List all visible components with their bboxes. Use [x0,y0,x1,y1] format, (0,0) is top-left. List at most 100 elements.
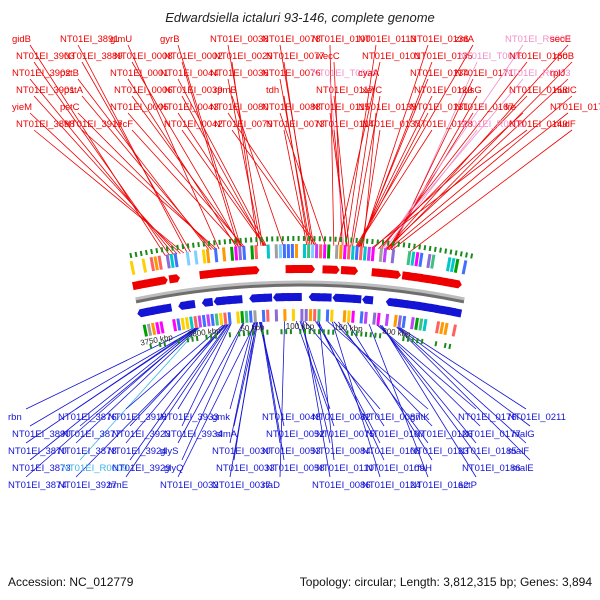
reverse-gene-arrow [362,295,374,304]
scale-tick-outer [461,251,462,256]
feature-block [351,311,355,323]
scale-tick-inner [445,343,446,348]
feature-block [206,249,211,263]
gene-label: NT01EI_0029 [214,51,273,62]
forward-gene-arrow [347,266,358,275]
forward-gene-arrow [329,265,340,273]
gene-label: NT01EI_0139 [358,102,417,113]
feature-block [313,309,316,321]
feature-block [240,311,244,323]
feature-block [339,245,343,259]
feature-block [407,251,412,265]
feature-block [279,244,282,258]
feature-block [210,314,214,326]
scale-tick-outer [141,251,142,256]
feature-block [238,246,242,260]
feature-block [319,244,322,258]
feature-block [292,309,295,321]
scale-tick-outer [393,241,394,246]
feature-block [347,310,351,322]
feature-block [335,245,339,259]
scale-tick-outer [419,244,420,249]
feature-block [236,311,240,323]
gene-label: wecC [315,51,340,62]
feature-block [194,250,199,264]
feature-block [367,247,371,261]
map-title: Edwardsiella ictaluri 93-146, complete g… [165,10,435,25]
feature-block [147,324,152,336]
feature-block [230,247,234,261]
scale-tick-outer [440,248,441,253]
gene-label: slmA [216,429,238,440]
feature-block [262,310,266,322]
gene-label: rplJ [550,68,566,79]
scale-tick-outer [198,242,199,247]
feature-block [193,316,198,328]
feature-block [418,253,423,267]
forward-gene-arrow [390,270,402,279]
gene-label: cyaA [358,68,380,79]
feature-block [418,318,423,330]
feature-block [414,252,419,266]
feature-block [283,309,286,321]
gene-label: NT01EI_0080 [210,102,269,113]
feature-block [185,317,190,329]
gene-label: glyQ [164,463,184,474]
scale-tick-outer [445,249,446,254]
feature-block [347,245,351,259]
feature-block [327,244,330,258]
label-connector [76,328,199,443]
feature-block [159,321,164,333]
gene-label: rfaD [262,480,280,491]
feature-block [363,246,367,260]
feature-block [303,244,306,258]
scale-tick-outer [404,242,405,247]
gene-label: gntK [410,412,430,423]
feature-block [198,315,203,327]
feature-block [202,315,206,327]
feature-block [249,311,253,323]
scale-tick-outer [162,247,163,252]
gene-label: actP [458,480,477,491]
feature-block [142,258,148,272]
gene-label: rpmB [214,85,237,96]
topology-label: Topology: circular; Length: 3,812,315 bp… [300,575,593,589]
gene-label: recF [114,119,133,130]
feature-block [283,244,286,258]
feature-block [364,312,368,324]
feature-block [355,246,359,260]
feature-block [360,311,364,323]
feature-block [376,313,380,325]
feature-block [222,247,226,261]
gene-label: nusG [459,85,482,96]
feature-block [275,309,278,321]
scale-tick-outer [130,253,131,258]
forward-gene-arrow [248,266,259,275]
scale-tick-label: 200 kbp [382,326,412,339]
scale-tick-outer [388,241,389,246]
feature-block [343,310,347,322]
feature-block [254,245,258,259]
gene-label: yieM [12,102,32,113]
feature-block [202,249,207,263]
gene-label: nudC [554,85,577,96]
feature-block [330,310,333,322]
feature-block [245,311,249,323]
gene-label: gmk [212,412,230,423]
gene-label: NT01EI_3924 [108,446,167,457]
gene-label: malE [512,463,534,474]
feature-block [439,322,444,334]
gene-label: fre [505,102,516,113]
scale-tick-inner [417,338,418,343]
feature-block [452,324,457,336]
feature-block [266,310,269,322]
feature-block [228,312,232,324]
feature-block [275,244,278,258]
gene-label: NT01EI_0137 [362,119,421,130]
feature-block [391,249,396,263]
feature-block [326,309,329,321]
bottom-gene-labels: rbnNT01EI_3890NT01EI_3870NT01EI_3873NT01… [8,412,566,491]
scale-tick-inner [380,333,381,338]
label-connector [392,113,568,250]
gene-label: secE [550,34,571,45]
